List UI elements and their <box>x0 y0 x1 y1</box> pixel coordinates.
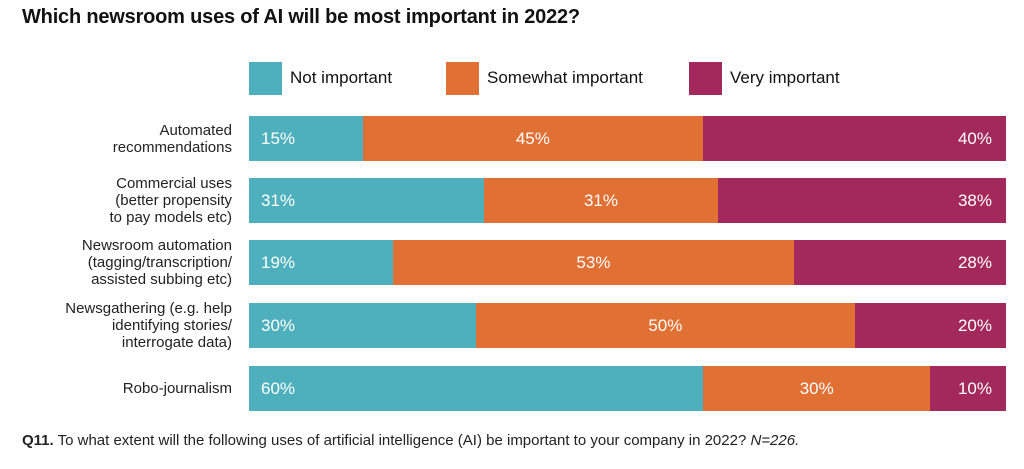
category-label-line: identifying stories/ <box>111 317 232 334</box>
data-label: 45% <box>515 129 550 148</box>
data-label: 28% <box>957 253 992 272</box>
data-label: 53% <box>576 253 611 272</box>
category-label-line: Newsroom automation <box>81 237 232 254</box>
category-label-line: Commercial uses <box>116 175 232 192</box>
bar-segment <box>483 178 719 223</box>
data-label: 15% <box>261 129 296 148</box>
category-label-line: recommendations <box>112 138 232 156</box>
category-label: Newsgathering (e.g. help identifying stor… <box>2 300 232 351</box>
data-label: 40% <box>957 129 992 148</box>
bar-segment <box>476 303 855 348</box>
legend-label: Very important <box>730 68 840 87</box>
data-label: 10% <box>957 379 992 398</box>
chart-title: Which newsroom uses of AI will be most i… <box>22 6 580 28</box>
bar-segment <box>249 178 484 223</box>
category-label-line: (tagging/transcription/ <box>87 254 232 271</box>
data-label: 20% <box>957 316 992 335</box>
bar-segment <box>249 366 704 411</box>
footnote-n: N=226. <box>750 432 800 449</box>
bar-segment <box>718 178 1006 223</box>
category-label: Commercial uses (better propensity to pay … <box>2 175 232 226</box>
data-label: 19% <box>261 253 296 272</box>
bar-segment <box>249 303 477 348</box>
legend-label: Somewhat important <box>487 68 643 87</box>
bar-segment <box>703 116 1006 161</box>
category-label-line: Newsgathering (e.g. help <box>65 300 232 317</box>
footnote-text: To what extent will the following uses o… <box>53 432 751 449</box>
data-label: 30% <box>261 316 296 335</box>
category-label-line: assisted subbing etc) <box>91 271 232 288</box>
data-label: 60% <box>261 379 296 398</box>
bar-segment <box>249 116 363 161</box>
data-label: 30% <box>799 379 834 398</box>
data-label: 31% <box>261 191 296 210</box>
bar-segment <box>703 366 931 411</box>
category-label: Newsroom automation (tagging/transcriptio… <box>2 237 232 288</box>
footnote-label: Q11. <box>22 432 54 449</box>
bar-segment <box>392 240 795 285</box>
data-label: 50% <box>648 316 683 335</box>
category-label-line: Automated <box>159 121 232 139</box>
category-label: Robo-journalism <box>2 380 232 397</box>
bar-segment <box>930 366 1006 411</box>
bar-segment <box>362 116 704 161</box>
legend-swatch <box>249 62 282 95</box>
footnote: Q11. To what extent will the following u… <box>22 432 799 449</box>
category-label-line: to pay models etc) <box>109 209 232 226</box>
data-label: 31% <box>583 191 618 210</box>
legend-swatch <box>689 62 722 95</box>
category-label: Automated recommendations <box>2 122 232 156</box>
bar-segment <box>854 303 1006 348</box>
category-label-line: interrogate data) <box>121 334 232 351</box>
bar-segment <box>794 240 1006 285</box>
data-label: 38% <box>957 191 992 210</box>
legend-label: Not important <box>290 68 393 87</box>
category-label-line: Robo-journalism <box>122 380 232 397</box>
category-label-line: (better propensity <box>115 192 232 209</box>
bar-segment <box>249 240 393 285</box>
legend-swatch <box>446 62 479 95</box>
